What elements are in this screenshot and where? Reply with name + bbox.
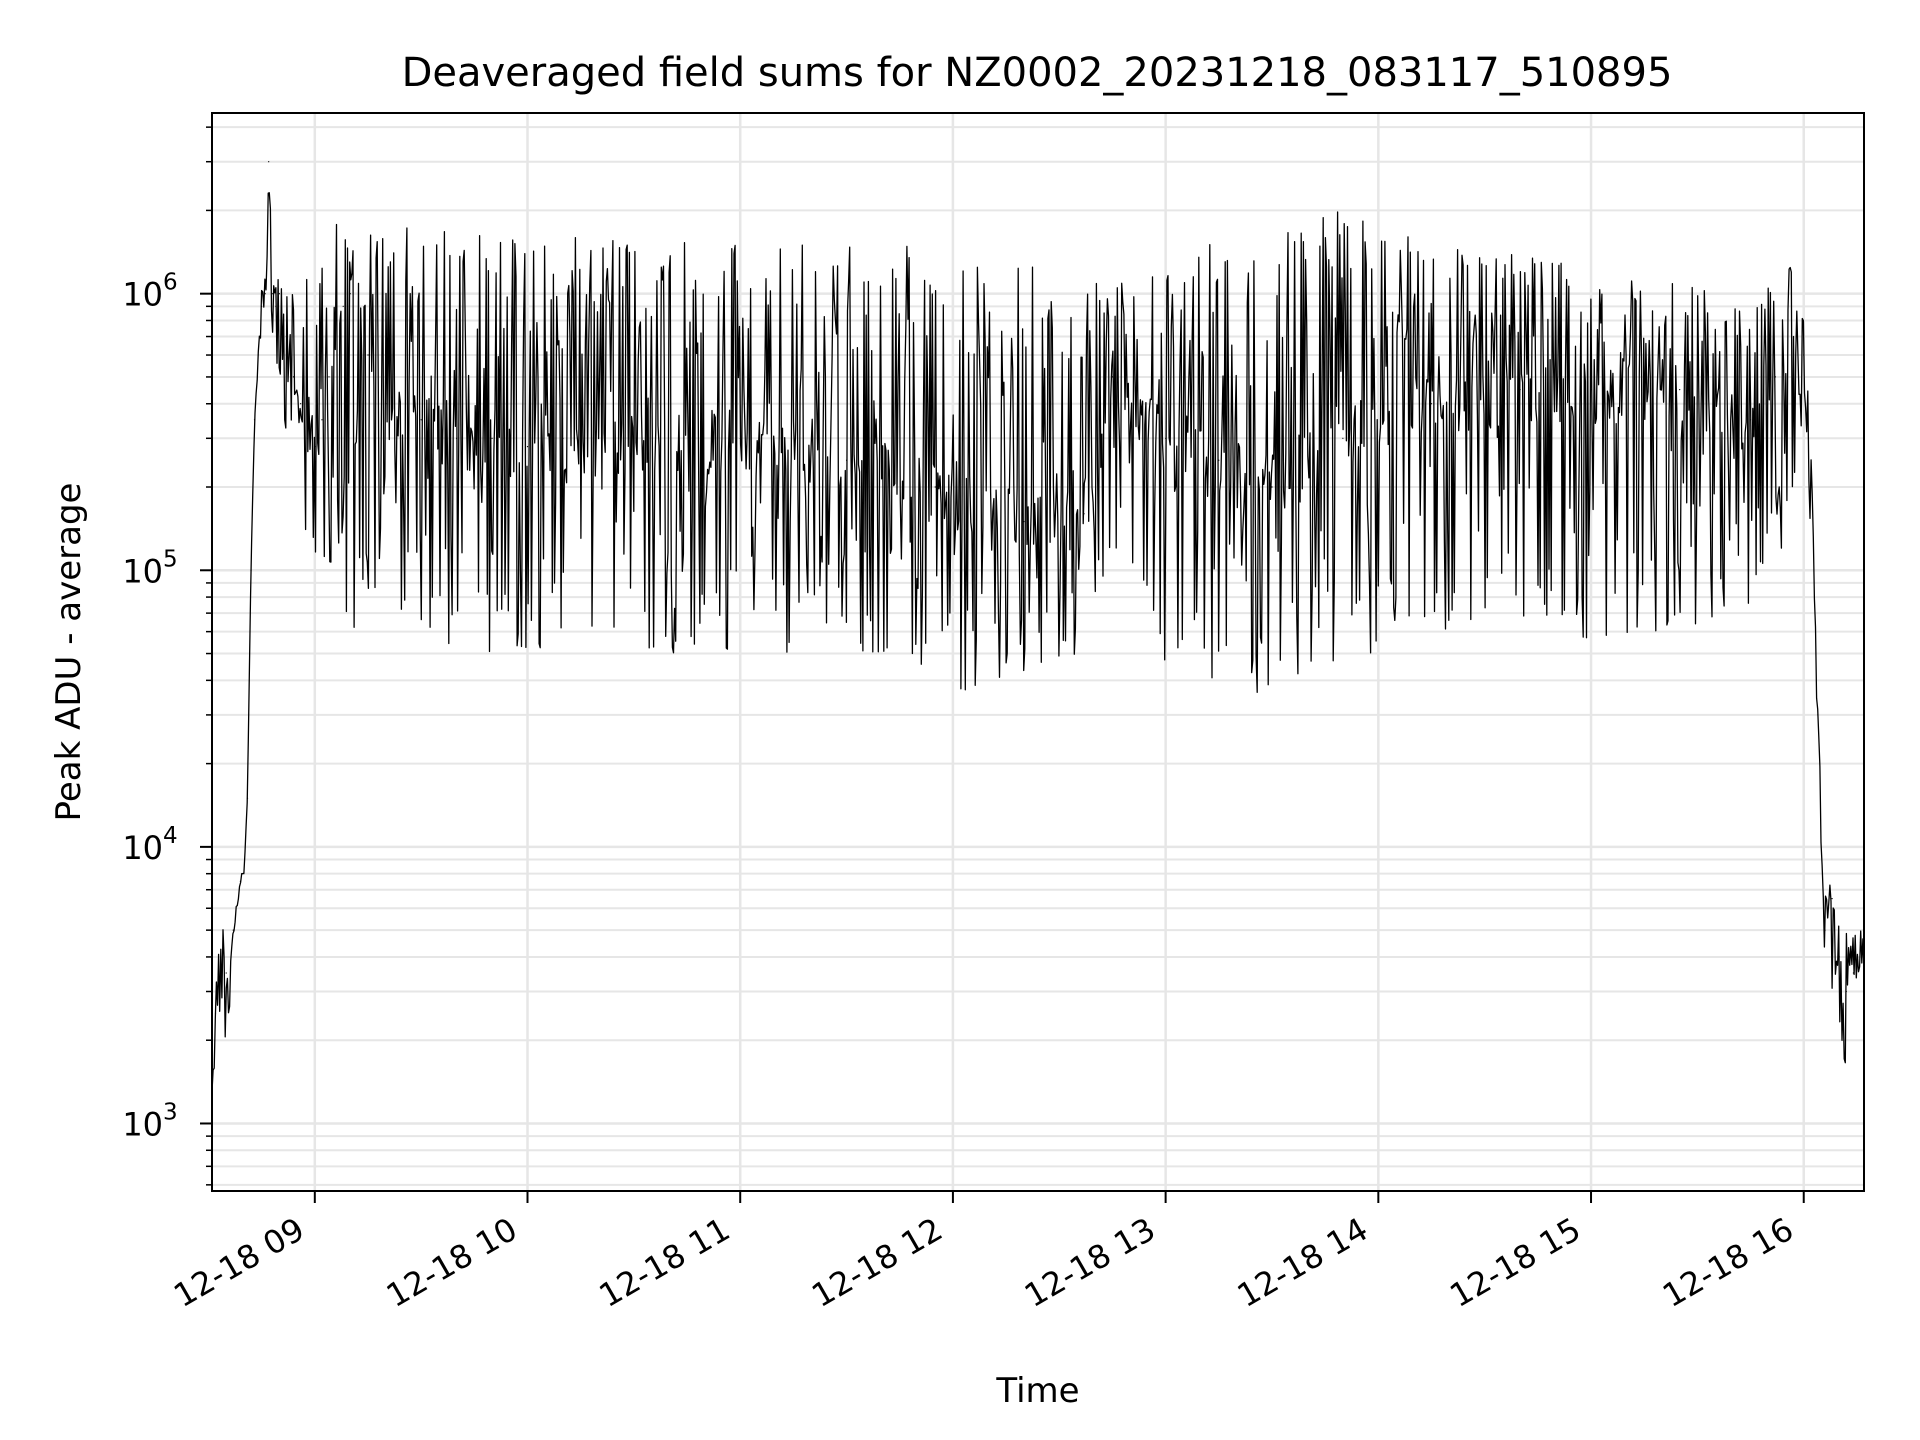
data-line <box>211 192 1865 1093</box>
y-tick-label: 105 <box>122 546 177 590</box>
y-tick-label-exponent: 6 <box>163 270 178 296</box>
chart-title: Deaveraged field sums for NZ0002_2023121… <box>402 50 1673 96</box>
x-axis-label: Time <box>995 1371 1079 1411</box>
data-point <box>491 437 493 439</box>
data-point <box>328 376 330 378</box>
y-tick-label-base: 10 <box>122 552 163 590</box>
data-point <box>271 293 273 295</box>
data-point <box>1679 389 1681 391</box>
data-point <box>268 161 270 163</box>
y-tick-label-exponent: 5 <box>163 546 178 572</box>
data-point <box>1831 898 1833 900</box>
data-point <box>300 403 302 405</box>
data-point <box>1271 486 1273 488</box>
data-point <box>225 972 227 974</box>
y-tick-label-base: 10 <box>122 1105 163 1143</box>
y-tick-label: 104 <box>122 823 177 867</box>
data-point <box>342 305 344 307</box>
data-point <box>1342 437 1344 439</box>
data-line-layer <box>211 192 1865 1093</box>
y-tick-label: 103 <box>122 1099 177 1143</box>
y-tick-label-exponent: 4 <box>163 823 178 849</box>
plot-frame <box>211 112 1865 1192</box>
y-tick-label-base: 10 <box>122 829 163 867</box>
data-point <box>367 354 369 356</box>
data-point <box>278 293 280 295</box>
data-point <box>420 419 422 421</box>
data-point <box>1430 403 1433 405</box>
data-point <box>526 446 529 448</box>
y-axis-label: Peak ADU - average <box>49 483 89 822</box>
grid <box>212 113 1864 1191</box>
data-point <box>934 486 936 488</box>
data-point <box>321 419 323 421</box>
y-tick-label-exponent: 3 <box>163 1099 178 1125</box>
y-tick-label-base: 10 <box>122 276 163 314</box>
y-tick-label: 106 <box>122 270 177 314</box>
